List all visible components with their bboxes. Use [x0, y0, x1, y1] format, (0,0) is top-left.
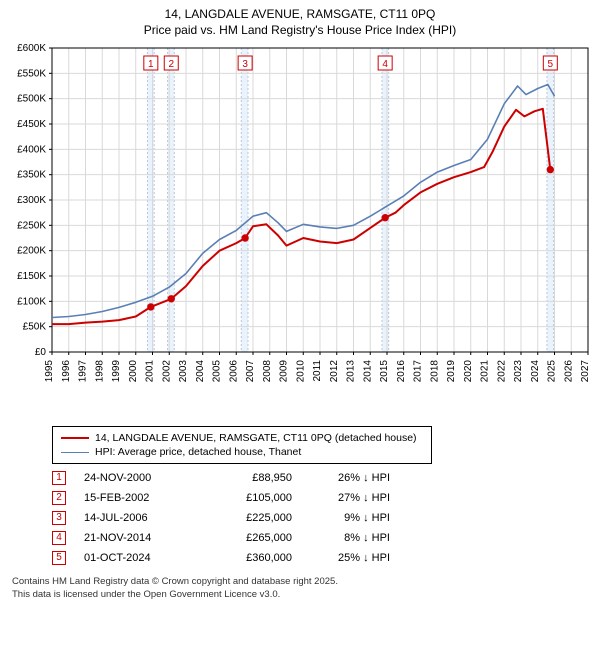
- x-tick-label: 2005: [212, 360, 223, 383]
- x-tick-label: 2013: [346, 360, 357, 383]
- event-date: 15-FEB-2002: [84, 492, 194, 504]
- y-tick-label: £400K: [17, 145, 46, 156]
- sale-marker-dot: [242, 235, 248, 241]
- chart-title: 14, LANGDALE AVENUE, RAMSGATE, CT11 0PQ …: [0, 0, 600, 40]
- y-tick-label: £150K: [17, 271, 46, 282]
- sale-marker-label: 5: [548, 59, 554, 70]
- event-diff: 27% ↓ HPI: [310, 492, 390, 504]
- y-tick-label: £600K: [17, 43, 46, 54]
- sale-marker-dot: [148, 304, 154, 310]
- x-tick-label: 1998: [94, 360, 105, 383]
- x-tick-label: 2006: [228, 360, 239, 383]
- sale-marker-dot: [168, 296, 174, 302]
- legend-swatch: [61, 437, 89, 439]
- x-tick-label: 2014: [362, 360, 373, 383]
- event-row: 5 01-OCT-2024 £360,000 25% ↓ HPI: [52, 548, 580, 568]
- y-tick-label: £350K: [17, 170, 46, 181]
- event-date: 01-OCT-2024: [84, 552, 194, 564]
- x-tick-label: 2010: [295, 360, 306, 383]
- x-tick-label: 2007: [245, 360, 256, 383]
- x-tick-label: 2016: [396, 360, 407, 383]
- event-price: £265,000: [212, 532, 292, 544]
- legend: 14, LANGDALE AVENUE, RAMSGATE, CT11 0PQ …: [52, 426, 432, 464]
- event-diff: 25% ↓ HPI: [310, 552, 390, 564]
- event-number-box: 1: [52, 471, 66, 485]
- x-tick-label: 1999: [111, 360, 122, 383]
- sale-marker-label: 2: [168, 59, 174, 70]
- legend-swatch: [61, 452, 89, 453]
- event-price: £105,000: [212, 492, 292, 504]
- y-tick-label: £100K: [17, 297, 46, 308]
- event-number-box: 5: [52, 551, 66, 565]
- y-tick-label: £0: [35, 347, 47, 358]
- event-date: 21-NOV-2014: [84, 532, 194, 544]
- x-tick-label: 2002: [161, 360, 172, 383]
- x-tick-label: 1995: [44, 360, 55, 383]
- y-tick-label: £50K: [23, 322, 47, 333]
- event-row: 1 24-NOV-2000 £88,950 26% ↓ HPI: [52, 468, 580, 488]
- event-diff: 8% ↓ HPI: [310, 532, 390, 544]
- x-tick-label: 2004: [195, 360, 206, 383]
- sale-marker-dot: [547, 167, 553, 173]
- legend-label: HPI: Average price, detached house, Than…: [95, 446, 301, 458]
- event-row: 2 15-FEB-2002 £105,000 27% ↓ HPI: [52, 488, 580, 508]
- x-tick-label: 2008: [262, 360, 273, 383]
- x-tick-label: 1996: [61, 360, 72, 383]
- x-tick-label: 2022: [496, 360, 507, 383]
- x-tick-label: 2026: [563, 360, 574, 383]
- event-price: £360,000: [212, 552, 292, 564]
- x-tick-label: 2020: [463, 360, 474, 383]
- y-tick-label: £450K: [17, 119, 46, 130]
- x-tick-label: 2015: [379, 360, 390, 383]
- x-tick-label: 2001: [145, 360, 156, 383]
- chart-area: £0 £50K £100K £150K £200K £250K £300K £350K £400…: [0, 40, 600, 420]
- sale-marker-label: 3: [242, 59, 248, 70]
- y-tick-label: £250K: [17, 221, 46, 232]
- event-number-box: 3: [52, 511, 66, 525]
- sales-events-table: 1 24-NOV-2000 £88,950 26% ↓ HPI 2 15-FEB-2002…: [52, 468, 580, 568]
- y-tick-label: £200K: [17, 246, 46, 257]
- x-tick-label: 2003: [178, 360, 189, 383]
- x-tick-label: 1997: [78, 360, 89, 383]
- x-tick-label: 2025: [547, 360, 558, 383]
- event-diff: 26% ↓ HPI: [310, 472, 390, 484]
- sale-marker-dot: [382, 215, 388, 221]
- footer-line1: Contains HM Land Registry data © Crown c…: [12, 576, 588, 588]
- event-diff: 9% ↓ HPI: [310, 512, 390, 524]
- x-tick-label: 2009: [279, 360, 290, 383]
- x-tick-label: 2017: [413, 360, 424, 383]
- legend-item: 14, LANGDALE AVENUE, RAMSGATE, CT11 0PQ …: [61, 431, 423, 445]
- x-tick-label: 2021: [480, 360, 491, 383]
- y-tick-label: £300K: [17, 195, 46, 206]
- y-tick-label: £550K: [17, 69, 46, 80]
- event-number-box: 4: [52, 531, 66, 545]
- sale-marker-label: 1: [148, 59, 154, 70]
- x-tick-label: 2012: [329, 360, 340, 383]
- x-tick-label: 2023: [513, 360, 524, 383]
- event-date: 24-NOV-2000: [84, 472, 194, 484]
- legend-item: HPI: Average price, detached house, Than…: [61, 445, 423, 459]
- legend-label: 14, LANGDALE AVENUE, RAMSGATE, CT11 0PQ …: [95, 432, 417, 444]
- footer-attribution: Contains HM Land Registry data © Crown c…: [12, 576, 588, 601]
- event-number-box: 2: [52, 491, 66, 505]
- x-tick-label: 2000: [128, 360, 139, 383]
- footer-line2: This data is licensed under the Open Gov…: [12, 589, 588, 601]
- y-tick-label: £500K: [17, 94, 46, 105]
- event-date: 14-JUL-2006: [84, 512, 194, 524]
- sale-marker-label: 4: [382, 59, 388, 70]
- line-chart-svg: £0 £50K £100K £150K £200K £250K £300K £350K £400…: [0, 40, 600, 420]
- series-price_paid: [52, 109, 550, 324]
- x-tick-label: 2018: [429, 360, 440, 383]
- x-tick-label: 2019: [446, 360, 457, 383]
- event-price: £225,000: [212, 512, 292, 524]
- event-row: 4 21-NOV-2014 £265,000 8% ↓ HPI: [52, 528, 580, 548]
- x-tick-label: 2024: [530, 360, 541, 383]
- event-price: £88,950: [212, 472, 292, 484]
- event-row: 3 14-JUL-2006 £225,000 9% ↓ HPI: [52, 508, 580, 528]
- x-tick-label: 2011: [312, 360, 323, 382]
- title-line2: Price paid vs. HM Land Registry's House …: [10, 22, 590, 38]
- title-line1: 14, LANGDALE AVENUE, RAMSGATE, CT11 0PQ: [10, 6, 590, 22]
- x-tick-label: 2027: [580, 360, 591, 383]
